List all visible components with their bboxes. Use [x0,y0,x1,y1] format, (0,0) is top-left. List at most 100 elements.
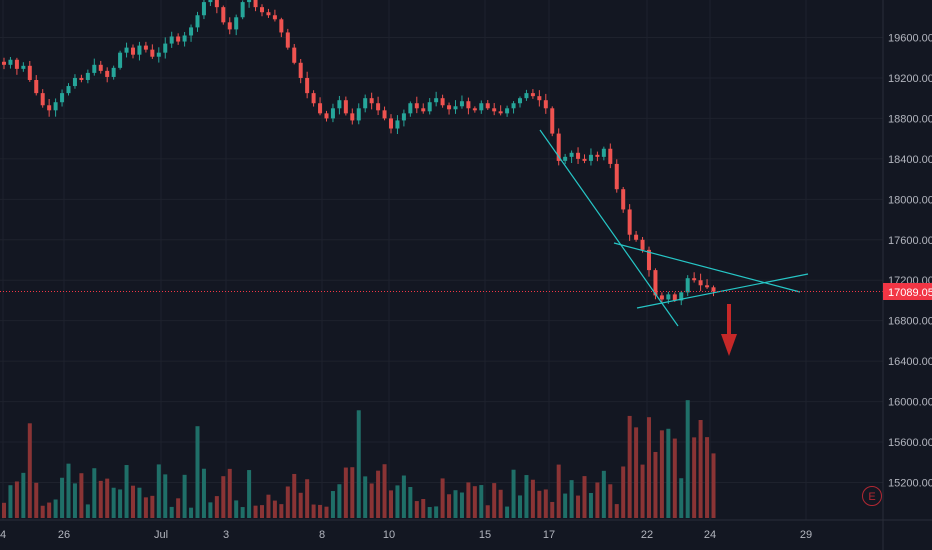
volume-bar [234,500,239,518]
y-tick-label: 18000.00 [888,194,932,206]
volume-bar [511,469,516,518]
volume-bar [498,489,503,518]
candle-body [421,108,426,112]
candle-body [169,36,174,44]
candle-body [518,98,522,104]
volume-bar [634,427,639,518]
candle-body [279,19,284,33]
volume-bar [382,464,387,518]
candle-body [363,98,368,109]
volume-bar [608,484,613,518]
x-tick-label: 29 [800,529,812,541]
candle-body [21,65,26,69]
volume-bar [350,467,355,518]
trendline-drawings[interactable] [539,129,809,356]
volume-bar [685,400,690,518]
volume-bar [556,464,561,518]
volume-bar [272,500,277,518]
x-tick-label: 24 [704,529,716,541]
candle-body [330,108,335,119]
volume-bars [2,400,716,518]
volume-bar [672,438,677,518]
price-axis[interactable]: 15200.00 15600.00 16000.00 16400.00 16800.00… [882,0,932,550]
volume-bar [214,496,219,518]
candle-body [666,294,671,300]
volume-bar [524,475,529,518]
volume-bar [182,474,187,518]
y-tick-label: 18800.00 [888,113,932,125]
volume-bar [92,468,97,518]
volume-bar [653,451,658,518]
volume-bar [621,466,626,518]
volume-bar [8,485,13,518]
volume-bar [447,494,452,518]
candle-body [556,133,561,161]
trendline-triangle-upper[interactable] [613,242,801,293]
volume-bar [576,495,581,518]
candle-body [195,15,200,28]
down-arrow-icon [721,304,737,356]
volume-bar [543,489,548,518]
time-axis[interactable]: 4 26 Jul 3 8 10 15 17 22 24 29 [0,519,932,541]
volume-bar [692,437,697,518]
candle-body [2,61,6,65]
candle-body [356,108,361,121]
candle-body [543,100,548,109]
candle-body [189,27,194,36]
candle-body [247,0,252,3]
volume-bar [47,502,52,518]
candle-body [698,280,703,286]
volume-bar [659,430,664,518]
trendline-triangle-lower[interactable] [636,273,809,309]
candle-body [466,101,471,109]
candle-body [14,59,19,69]
candle-body [692,278,697,281]
candle-body [382,110,387,119]
volume-bar [298,492,303,518]
candle-body [221,7,226,23]
candle-body [292,47,297,63]
candle-body [685,278,690,293]
candle-body [305,77,310,94]
candle-body [53,102,58,111]
candle-body [98,64,103,71]
candle-body [550,108,555,134]
candle-body [208,0,213,3]
volume-bar [356,410,361,518]
volume-bar [247,470,252,518]
candle-body [343,100,348,114]
volume-bar [569,480,574,518]
candle-body [588,154,593,161]
candle-body [227,22,232,30]
candle-body [389,118,393,129]
volume-bar [705,437,710,518]
candle-body [472,108,477,111]
volume-bar [163,474,168,518]
volume-bar [343,467,348,518]
candle-body [524,93,529,99]
earnings-event-icon[interactable]: E [862,486,882,506]
volume-bar [201,468,206,518]
candle-body [266,12,271,16]
candle-body [711,287,716,292]
x-tick-label: 8 [319,529,325,541]
y-tick-label: 15600.00 [888,437,932,449]
trendline-upper-channel[interactable] [539,129,679,327]
candle-body [40,93,45,106]
candle-body [498,111,503,114]
candle-body [408,103,413,114]
candlesticks [2,0,716,306]
volume-bar [60,477,65,518]
candle-body [653,270,658,296]
volume-bar [118,489,123,518]
volume-bar [324,506,329,518]
volume-bar [253,505,258,518]
candle-body [131,47,135,55]
volume-bar [427,507,432,518]
candle-body [492,108,497,112]
x-tick-label: 17 [543,529,555,541]
x-tick-label: Jul [154,529,168,541]
y-tick-label: 16400.00 [888,356,932,368]
volume-bar [124,465,129,518]
